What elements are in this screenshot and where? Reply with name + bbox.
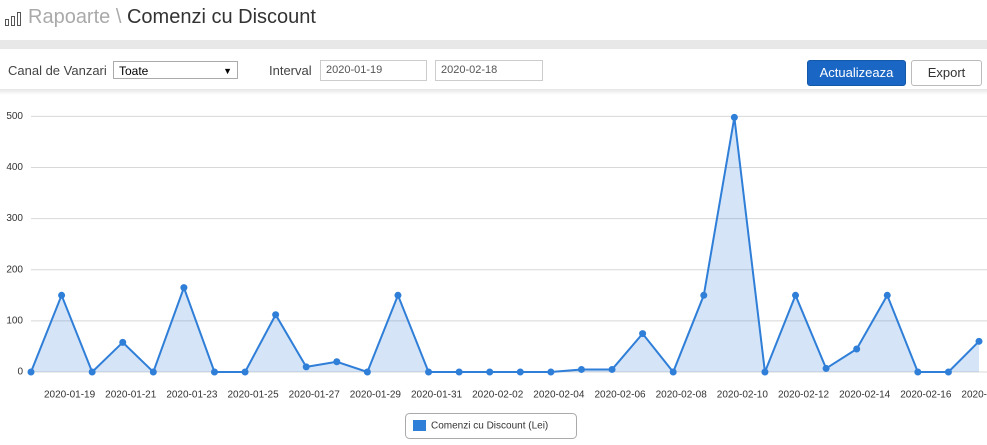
point <box>119 338 127 346</box>
x-tick-label: 2020-01-25 <box>227 390 279 401</box>
point <box>822 364 830 372</box>
export-button[interactable]: Export <box>911 60 982 86</box>
breadcrumb-separator: \ <box>115 6 122 28</box>
legend-box <box>405 413 577 439</box>
point <box>792 291 800 299</box>
point <box>302 363 310 371</box>
point <box>608 365 616 373</box>
update-button[interactable]: Actualizeaza <box>807 60 906 86</box>
point <box>486 368 494 376</box>
point <box>761 368 769 376</box>
point <box>975 337 983 345</box>
point <box>669 368 677 376</box>
interval-label: Interval <box>269 63 312 78</box>
x-tick-label: 2020-01-27 <box>289 390 341 401</box>
point <box>730 113 738 121</box>
point <box>27 368 35 376</box>
point <box>149 368 157 376</box>
x-tick-label: 2020-02-14 <box>839 390 891 401</box>
point <box>455 368 463 376</box>
divider <box>0 40 987 49</box>
point <box>944 368 952 376</box>
y-tick-label: 500 <box>6 111 23 122</box>
x-tick-label: 2020-02-06 <box>594 390 646 401</box>
point <box>180 284 188 292</box>
x-tick-label: 2020-02-10 <box>717 390 769 401</box>
x-tick-label: 2020-02-02 <box>472 390 524 401</box>
point <box>853 345 861 353</box>
y-tick-label: 200 <box>6 264 23 275</box>
legend[interactable]: Comenzi cu Discount (Lei) <box>405 413 577 439</box>
x-tick-label: 2020-02-16 <box>900 390 952 401</box>
point <box>210 368 218 376</box>
area <box>31 117 979 372</box>
y-tick-label: 0 <box>17 367 23 378</box>
y-tick-label: 400 <box>6 162 23 173</box>
page-title: Comenzi cu Discount <box>126 6 316 28</box>
point <box>58 291 66 299</box>
point <box>700 291 708 299</box>
point <box>333 358 341 366</box>
point <box>547 368 555 376</box>
x-tick-label: 2020-02-08 <box>656 390 708 401</box>
report-icon <box>5 12 21 26</box>
point <box>516 368 524 376</box>
legend-swatch <box>413 420 426 431</box>
point <box>883 291 891 299</box>
page-header: Rapoarte \ Comenzi cu Discount <box>28 6 316 29</box>
y-tick-label: 300 <box>6 213 23 224</box>
point <box>394 291 402 299</box>
channel-select[interactable]: Toate ▼ <box>113 61 238 79</box>
x-tick-label: 2020-02-18 <box>961 390 987 401</box>
x-tick-label: 2020-01-23 <box>166 390 218 401</box>
legend-label: Comenzi cu Discount (Lei) <box>431 421 548 432</box>
x-tick-label: 2020-01-31 <box>411 390 463 401</box>
point <box>639 330 647 338</box>
point <box>363 368 371 376</box>
x-tick-label: 2020-02-04 <box>533 390 585 401</box>
x-tick-label: 2020-02-12 <box>778 390 830 401</box>
channel-value: Toate <box>119 64 149 78</box>
point <box>577 365 585 373</box>
point <box>241 368 249 376</box>
divider <box>0 89 987 95</box>
x-tick-label: 2020-01-29 <box>350 390 402 401</box>
y-tick-label: 100 <box>6 316 23 327</box>
x-tick-label: 2020-01-21 <box>105 390 157 401</box>
point <box>88 368 96 376</box>
channel-label: Canal de Vanzari <box>8 63 107 78</box>
breadcrumb[interactable]: Rapoarte <box>28 6 111 28</box>
point <box>272 311 280 319</box>
x-tick-label: 2020-01-19 <box>44 390 96 401</box>
date-to-input[interactable]: 2020-02-18 <box>435 60 543 81</box>
point <box>914 368 922 376</box>
line <box>30 117 980 374</box>
date-from-input[interactable]: 2020-01-19 <box>320 60 427 81</box>
point <box>425 368 433 376</box>
